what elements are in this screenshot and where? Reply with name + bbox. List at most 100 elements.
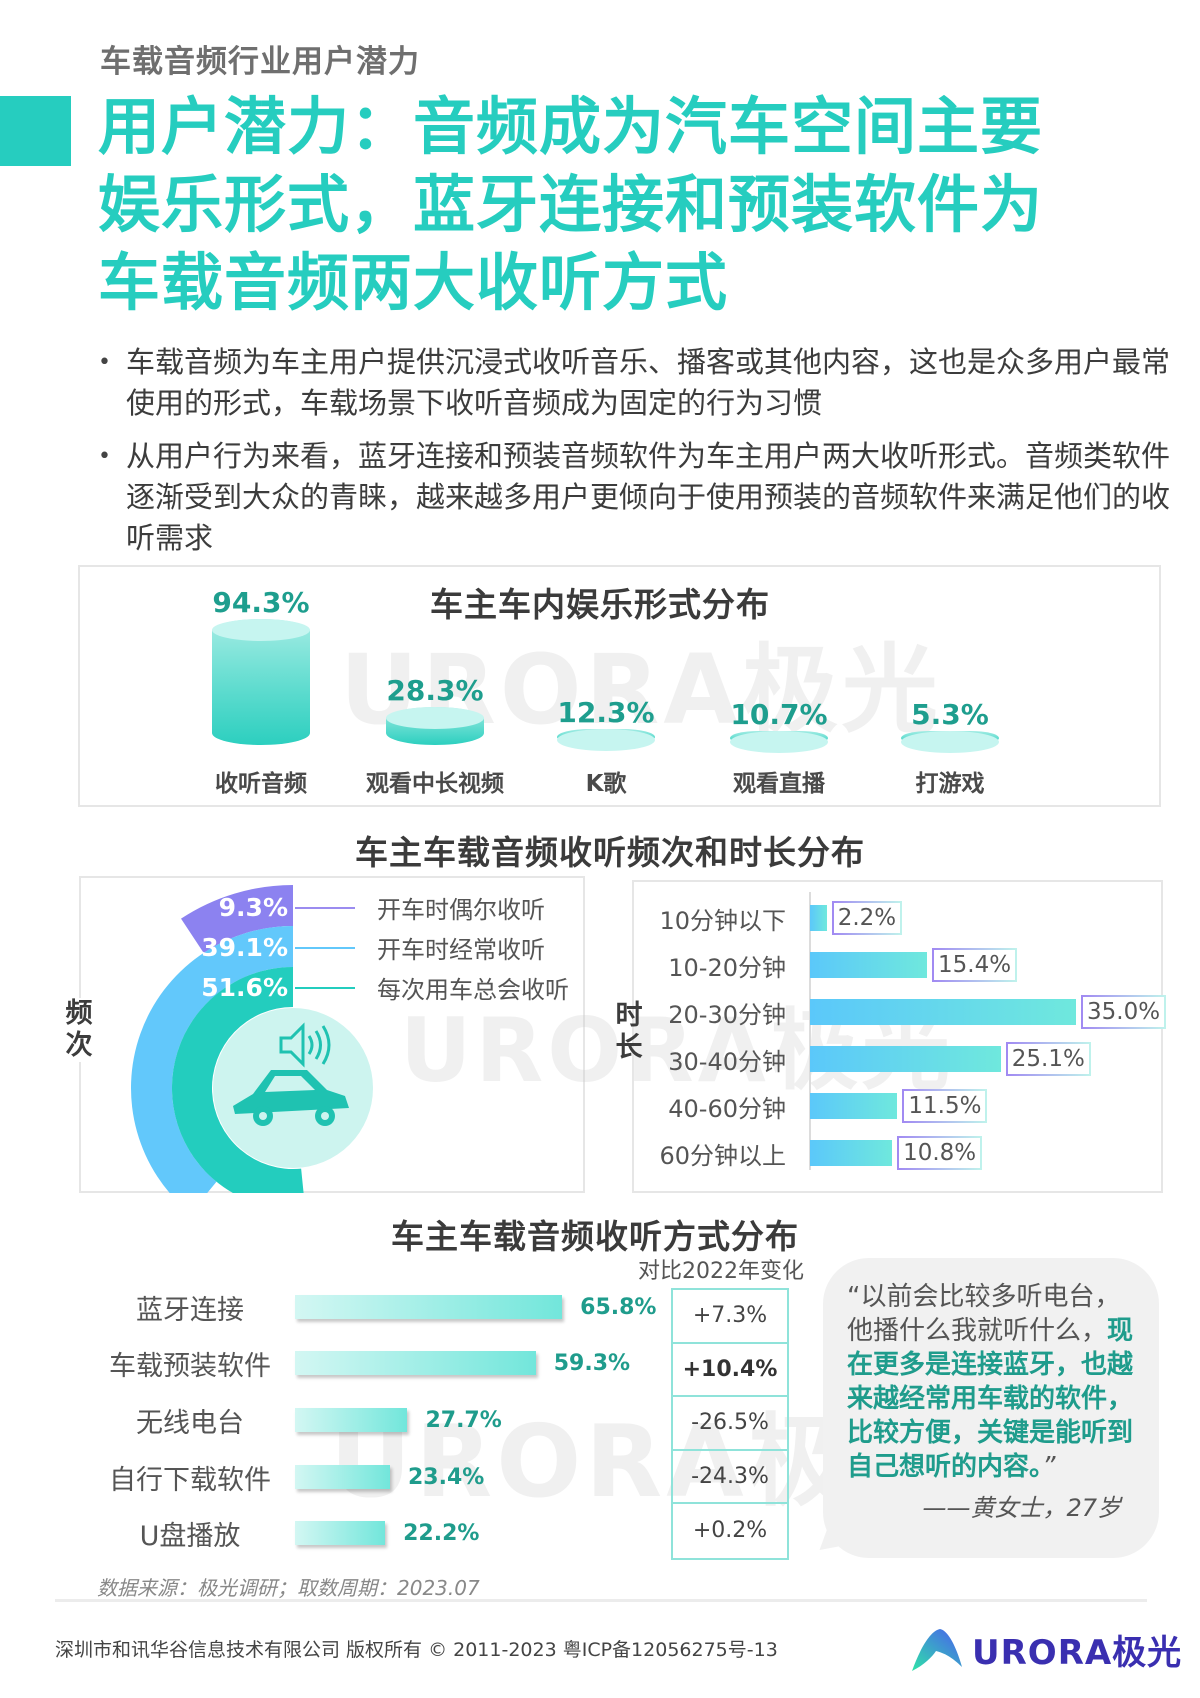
method-label: 无线电台 <box>136 1407 244 1439</box>
legend-item-always: 每次用车总会收听 <box>295 970 569 1005</box>
frequency-axis-text: 频次 <box>65 998 93 1061</box>
bullet-dot-icon: • <box>98 350 111 375</box>
method-bar <box>295 1521 386 1545</box>
change-cell: -24.3% <box>673 1451 787 1504</box>
method-row: 车载预装软件 59.3% <box>95 1348 631 1382</box>
radial-arc <box>172 967 304 1193</box>
quote-normal: “以前会比较多听电台，他播什么我就听什么， <box>847 1282 1121 1346</box>
bullet-text: 车载音频为车主用户提供沉浸式收听音乐、播客或其他内容，这也是众多用户最常使用的形… <box>126 345 1171 420</box>
method-label: 自行下载软件 <box>109 1464 271 1496</box>
method-bar <box>295 1408 408 1432</box>
accent-block <box>0 96 71 166</box>
duration-row: 10分钟以下 2.2% <box>640 900 903 936</box>
quote-bubble: “以前会比较多听电台，他播什么我就听什么，现在更多是连接蓝牙，也越来越经常用车载… <box>823 1258 1159 1558</box>
change-header: 对比2022年变化 <box>638 1259 804 1284</box>
method-bar <box>295 1465 390 1489</box>
duration-value: 10.8% <box>897 1136 983 1170</box>
duration-value: 35.0% <box>1081 995 1167 1029</box>
title-line-3: 车载音频两大收听方式 <box>98 246 729 319</box>
method-row: 自行下载软件 23.4% <box>95 1462 485 1496</box>
radial-arc <box>181 885 293 953</box>
legend-line <box>295 906 355 909</box>
duration-value: 2.2% <box>831 901 903 935</box>
duration-axis-label: 时长 <box>612 1000 646 1064</box>
cylinder-shape <box>730 730 828 754</box>
cylinder-shape <box>901 731 999 753</box>
bar-category-label: 观看直播 <box>733 771 825 797</box>
page-title: 用户潜力：音频成为汽车空间主要 娱乐形式，蓝牙连接和预装软件为 车载音频两大收听… <box>98 88 1178 322</box>
method-row: 蓝牙连接 65.8% <box>95 1292 657 1326</box>
duration-axis-text: 时长 <box>615 1000 643 1063</box>
title-line-1: 用户潜力：音频成为汽车空间主要 <box>98 90 1044 163</box>
duration-row: 30-40分钟 25.1% <box>640 1041 1091 1077</box>
duration-value: 15.4% <box>932 948 1018 982</box>
quote-attribution: ——黄女士，27岁 <box>922 1494 1121 1522</box>
cylinder-bar: 10.7% <box>729 698 829 754</box>
method-label: 车载预装软件 <box>109 1350 271 1382</box>
duration-label: 30-40分钟 <box>668 1047 786 1076</box>
legend-item-often: 开车时经常收听 <box>295 930 545 965</box>
duration-label: 40-60分钟 <box>668 1094 786 1123</box>
quote-close: ” <box>1042 1452 1056 1482</box>
method-label: 蓝牙连接 <box>136 1294 244 1326</box>
data-source: 数据来源：极光调研；取数周期：2023.07 <box>97 1576 480 1600</box>
method-value: 65.8% <box>580 1294 657 1320</box>
cylinder-bar: 5.3% <box>900 698 1000 753</box>
method-bar <box>295 1295 563 1319</box>
legend-label: 开车时偶尔收听 <box>377 896 545 924</box>
entertainment-chart-box <box>78 565 1161 807</box>
bar-category-label: K歌 <box>585 771 627 797</box>
aurora-logo: URORA极光 <box>910 1625 1182 1674</box>
change-cell: -26.5% <box>673 1397 787 1451</box>
change-cell: +7.3% <box>673 1290 787 1344</box>
method-label: U盘播放 <box>139 1520 241 1552</box>
bullet-item: • 车载音频为车主用户提供沉浸式收听音乐、播客或其他内容，这也是众多用户最常使用… <box>96 342 1176 424</box>
duration-label: 10-20分钟 <box>668 953 786 982</box>
method-bar <box>295 1351 536 1375</box>
bar-value: 12.3% <box>557 695 655 729</box>
method-value: 59.3% <box>553 1350 631 1376</box>
quote-text: “以前会比较多听电台，他播什么我就听什么，现在更多是连接蓝牙，也越来越经常用车载… <box>847 1280 1137 1484</box>
aurora-logo-text: URORA极光 <box>972 1633 1183 1673</box>
method-value: 22.2% <box>403 1520 480 1546</box>
duration-bar <box>810 1093 898 1119</box>
legend-label: 每次用车总会收听 <box>377 976 569 1004</box>
bar-category-label: 观看中长视频 <box>366 771 504 797</box>
duration-bar <box>810 1140 893 1166</box>
duration-bar <box>810 999 1076 1025</box>
duration-row: 60分钟以上 10.8% <box>640 1135 983 1171</box>
bullet-dot-icon: • <box>98 444 111 469</box>
bar-value: 5.3% <box>911 698 989 731</box>
cylinder-shape <box>557 728 655 752</box>
radial-arc <box>131 926 293 1193</box>
freq-duration-title: 车主车载音频收听频次和时长分布 <box>355 833 865 872</box>
radial-value-often: 39.1% <box>201 933 288 962</box>
duration-row: 40-60分钟 11.5% <box>640 1088 988 1124</box>
bar-category-label: 打游戏 <box>915 771 985 797</box>
cylinder-bar: 12.3% <box>556 696 656 752</box>
title-line-2: 娱乐形式，蓝牙连接和预装软件为 <box>98 168 1044 241</box>
duration-bar <box>810 1046 1001 1072</box>
quote-highlight: 现在更多是连接蓝牙，也越来越经常用车载的软件，比较方便，关键是能听到自己想听的内… <box>847 1316 1134 1482</box>
bullet-item: • 从用户行为来看，蓝牙连接和预装音频软件为车主用户两大收听形式。音频类软件逐渐… <box>96 436 1176 559</box>
duration-bar <box>810 905 827 931</box>
method-chart-title: 车主车载音频收听方式分布 <box>391 1217 799 1256</box>
duration-row: 20-30分钟 35.0% <box>640 994 1167 1030</box>
bar-value: 94.3% <box>212 586 310 619</box>
legend-label: 开车时经常收听 <box>377 936 545 964</box>
method-value: 23.4% <box>408 1464 485 1490</box>
cylinder-shape <box>212 619 310 745</box>
car-audio-icon <box>233 1022 349 1126</box>
duration-bar <box>810 952 928 978</box>
bar-value: 10.7% <box>730 697 828 731</box>
duration-row: 10-20分钟 15.4% <box>640 947 1018 983</box>
aurora-logo-icon <box>912 1628 962 1671</box>
legend-item-occasional: 开车时偶尔收听 <box>295 890 545 925</box>
change-table: +7.3% +10.4% -26.5% -24.3% +0.2% <box>671 1288 789 1560</box>
copyright: 深圳市和讯华谷信息技术有限公司 版权所有 © 2011-2023 粤ICP备12… <box>55 1639 778 1661</box>
cylinder-bar: 28.3% <box>385 674 485 745</box>
radial-value-always: 51.6% <box>201 973 288 1002</box>
duration-panel <box>632 880 1163 1193</box>
duration-label: 20-30分钟 <box>668 1000 786 1029</box>
radial-value-occasional: 9.3% <box>218 893 288 922</box>
